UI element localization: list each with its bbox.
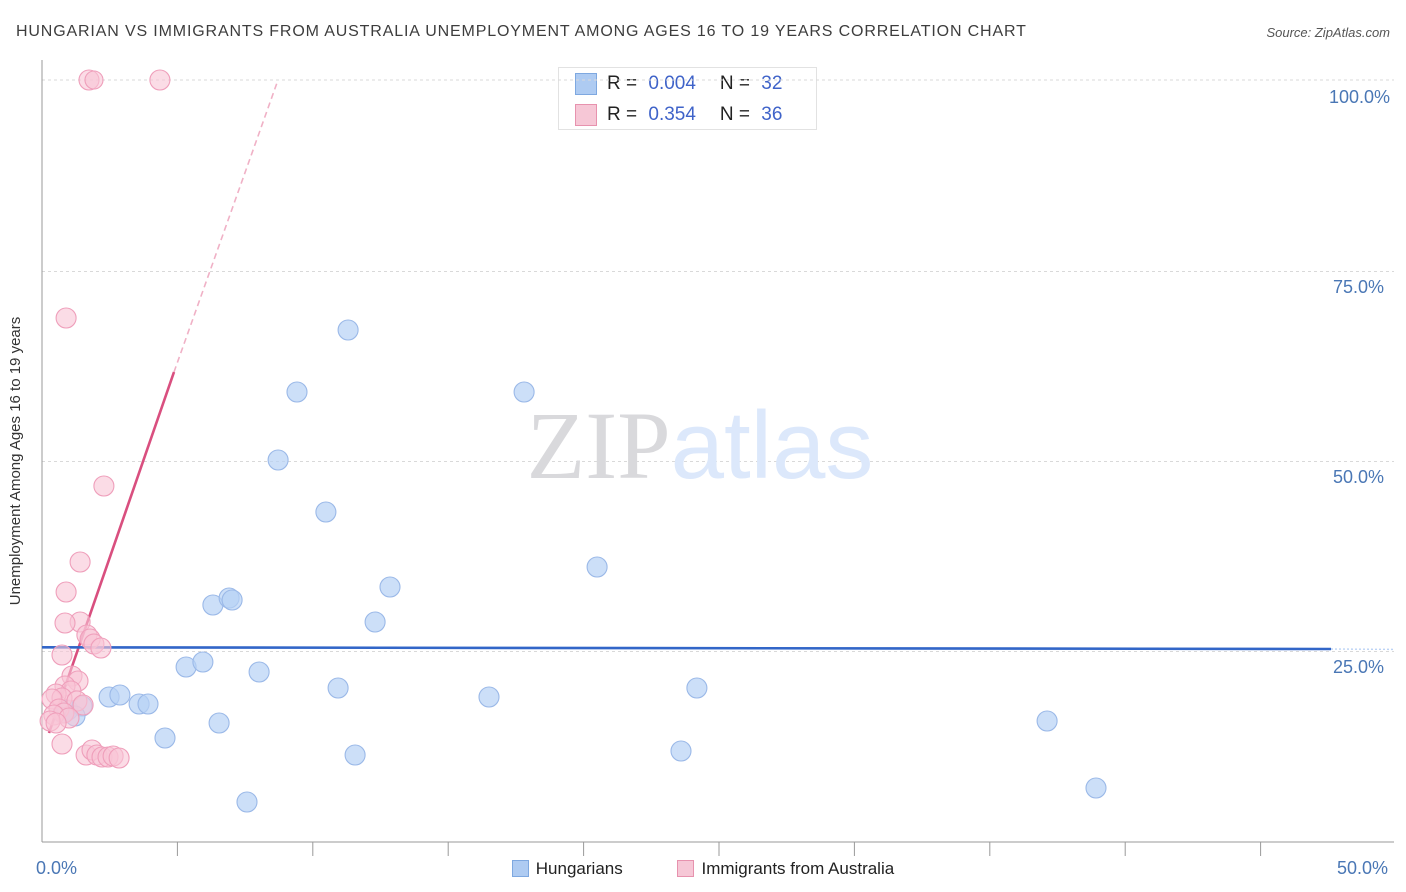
svg-text:Unemployment Among Ages 16 to: Unemployment Among Ages 16 to 19 years [7, 317, 24, 606]
svg-text:ZIPatlas: ZIPatlas [527, 392, 874, 499]
